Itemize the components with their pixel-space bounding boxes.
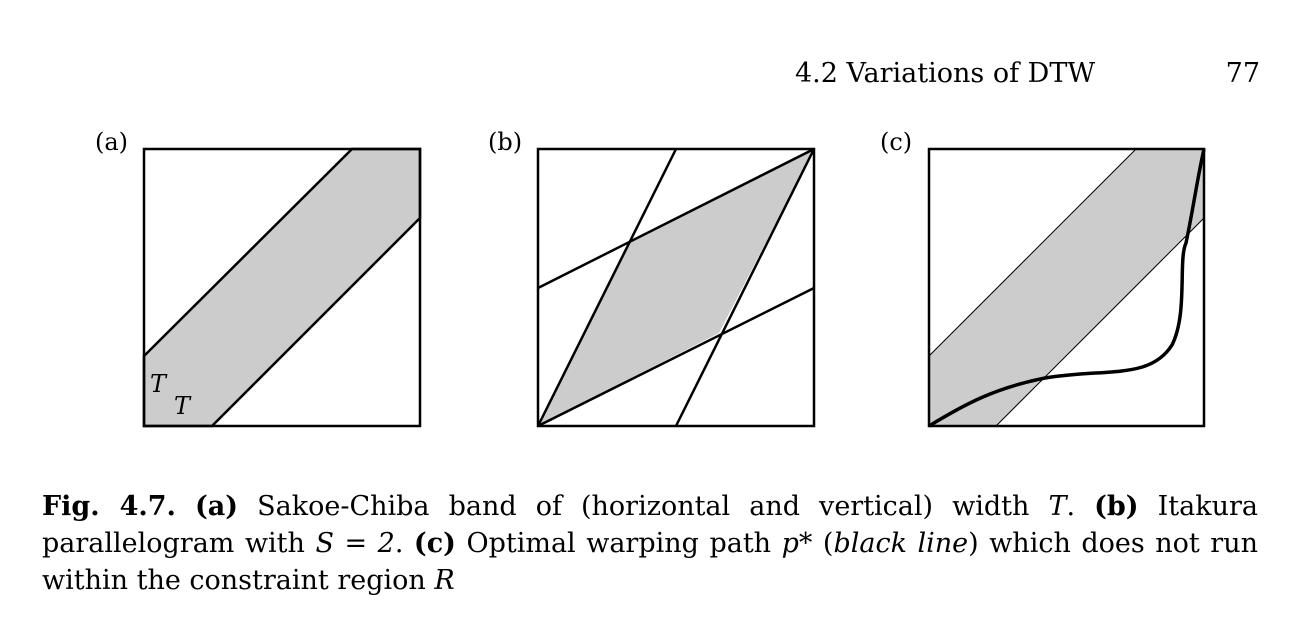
panel-c-label: (c) bbox=[880, 128, 912, 156]
caption-c-rest: which does not run within the constraint… bbox=[42, 528, 1258, 596]
band-width-label-vertical: T bbox=[150, 370, 168, 398]
caption-c-region: R bbox=[434, 565, 455, 596]
figure-4-7: (a) T T (b) (c) bbox=[95, 128, 1206, 428]
figure-caption: Fig. 4.7. (a) Sakoe-Chiba band of (horiz… bbox=[42, 488, 1258, 599]
caption-c-paren-close: ) bbox=[968, 528, 979, 559]
caption-b-text: Itakura parallelogram with bbox=[42, 491, 1259, 559]
panel-c: (c) bbox=[880, 128, 1206, 428]
panel-b: (b) bbox=[488, 128, 816, 428]
section-title: 4.2 Variations of DTW bbox=[795, 58, 1096, 89]
caption-a-var: T bbox=[1048, 491, 1067, 522]
caption-b-eq: S = 2 bbox=[315, 528, 395, 559]
panel-a-label: (a) bbox=[95, 128, 128, 156]
caption-b-label: (b) bbox=[1094, 491, 1139, 522]
caption-b-end: . bbox=[394, 528, 414, 559]
caption-c-label: (c) bbox=[413, 528, 456, 559]
caption-c-italic: black line bbox=[833, 528, 969, 559]
figure-canvas: (a) T T (b) (c) bbox=[95, 128, 1206, 428]
panel-c-frame bbox=[927, 147, 1206, 428]
caption-c-var: p* bbox=[781, 528, 813, 559]
optimal-warping-path bbox=[928, 148, 1206, 428]
running-head: 4.2 Variations of DTW 77 bbox=[0, 58, 1304, 94]
sakoe-chiba-band bbox=[142, 147, 422, 428]
caption-c-text: Optimal warping path bbox=[455, 528, 782, 559]
caption-fig-label: Fig. 4.7. bbox=[42, 491, 176, 522]
slope-line-shallow-bottom bbox=[537, 286, 815, 428]
panel-a-frame bbox=[142, 147, 422, 428]
constraint-region bbox=[928, 148, 1205, 427]
slope-line-steep-right bbox=[674, 148, 816, 427]
itakura-parallelogram bbox=[538, 149, 814, 426]
band-width-label-horizontal: T bbox=[174, 392, 192, 420]
panel-a: (a) T T bbox=[95, 128, 422, 428]
caption-a-end: . bbox=[1066, 491, 1095, 522]
caption-a-label: (a) bbox=[195, 491, 239, 522]
page-number: 77 bbox=[1225, 58, 1260, 89]
caption-c-paren-open: ( bbox=[812, 528, 834, 559]
caption-a-text: Sakoe-Chiba band of (horizontal and vert… bbox=[238, 491, 1049, 522]
slope-line-steep-left bbox=[536, 148, 678, 427]
panel-b-label: (b) bbox=[488, 128, 522, 156]
slope-line-shallow-top bbox=[537, 147, 815, 290]
